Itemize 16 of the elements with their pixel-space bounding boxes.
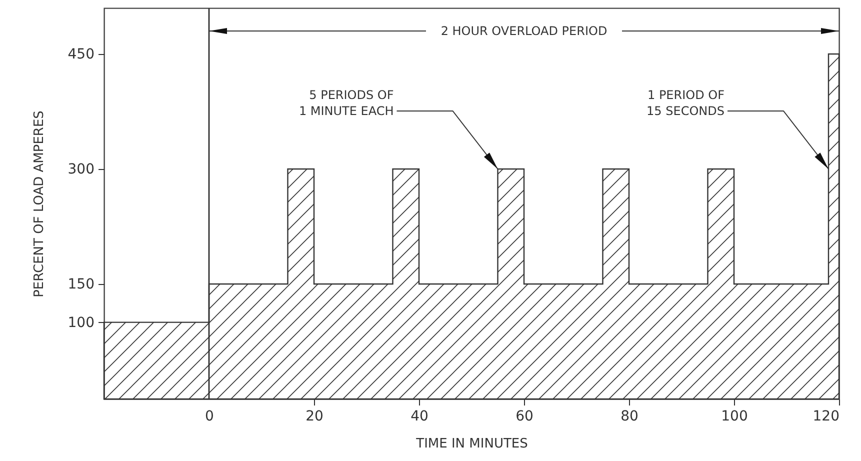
y-tick-label: 300 [68, 162, 94, 178]
y-tick-label: 150 [68, 276, 94, 292]
x-tick-label: 120 [812, 408, 840, 424]
x-tick-label: 20 [306, 408, 324, 424]
x-tick-label: 80 [620, 408, 638, 424]
y-tick-label: 100 [68, 314, 94, 331]
annotation: 1 PERIOD OF 15 SECONDS [646, 88, 725, 118]
annotation: 5 PERIODS OF 1 MINUTE EACH [298, 88, 394, 118]
x-tick-label: 100 [721, 408, 748, 424]
x-tick-label: 0 [205, 408, 214, 424]
x-axis-title: TIME IN MINUTES [415, 436, 528, 452]
x-tick-label: 40 [410, 408, 428, 424]
y-tick-label: 450 [68, 46, 94, 62]
x-tick-label: 60 [516, 408, 534, 424]
y-axis-title: PERCENT OF LOAD AMPERES [32, 110, 47, 298]
annotation: 2 HOUR OVERLOAD PERIOD [440, 24, 608, 38]
